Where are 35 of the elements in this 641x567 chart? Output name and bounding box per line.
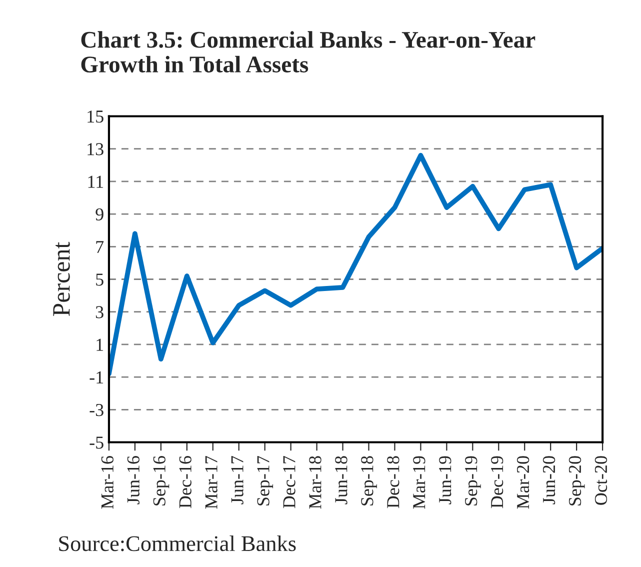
x-tick-label: Sep-16 <box>153 456 170 506</box>
y-tick-label: -3 <box>90 404 104 416</box>
source-note: Source:Commercial Banks <box>59 536 296 552</box>
y-tick-label: 13 <box>88 143 104 156</box>
x-tick-label: Mar-17 <box>205 456 218 509</box>
x-tick-label: Mar-20 <box>516 456 530 509</box>
x-tick-label: Sep-18 <box>361 456 377 506</box>
x-tick-label: Jun-20 <box>542 456 556 504</box>
x-tick-label: Dec-19 <box>491 456 504 508</box>
y-tick-label: 1 <box>96 338 104 351</box>
y-tick-label: 9 <box>96 208 104 220</box>
x-tick-label: Mar-16 <box>101 456 114 509</box>
x-tick-label: Jun-18 <box>335 456 348 504</box>
y-tick-label: 5 <box>96 274 104 286</box>
x-tick-label: Sep-17 <box>257 456 274 506</box>
y-tick-label: -5 <box>90 436 104 449</box>
y-tick-label: 7 <box>96 241 104 253</box>
x-tick-label: Mar-18 <box>309 456 322 509</box>
x-tick-label: Mar-19 <box>413 456 426 509</box>
y-tick-label: 15 <box>88 110 104 123</box>
y-tick-label: 11 <box>88 176 104 188</box>
x-tick-label: Dec-17 <box>283 456 296 508</box>
x-tick-label: Sep-19 <box>465 456 481 506</box>
y-tick-label: -1 <box>90 371 104 384</box>
x-tick-label: Sep-20 <box>568 456 585 506</box>
x-tick-label: Dec-16 <box>179 456 192 508</box>
chart-title: Chart 3.5: Commercial Banks - Year-on-Year Growth in Total Assets <box>81 31 536 72</box>
y-tick-label: 3 <box>96 306 104 318</box>
line-series <box>108 152 603 376</box>
x-tick-label: Oct-20 <box>594 456 608 505</box>
x-tick-label: Jun-16 <box>127 456 140 504</box>
x-tick-label: Jun-19 <box>439 456 452 504</box>
x-tick-label: Dec-18 <box>387 456 400 508</box>
y-axis-title: Percent <box>53 242 70 316</box>
x-tick-label: Jun-17 <box>231 456 244 504</box>
